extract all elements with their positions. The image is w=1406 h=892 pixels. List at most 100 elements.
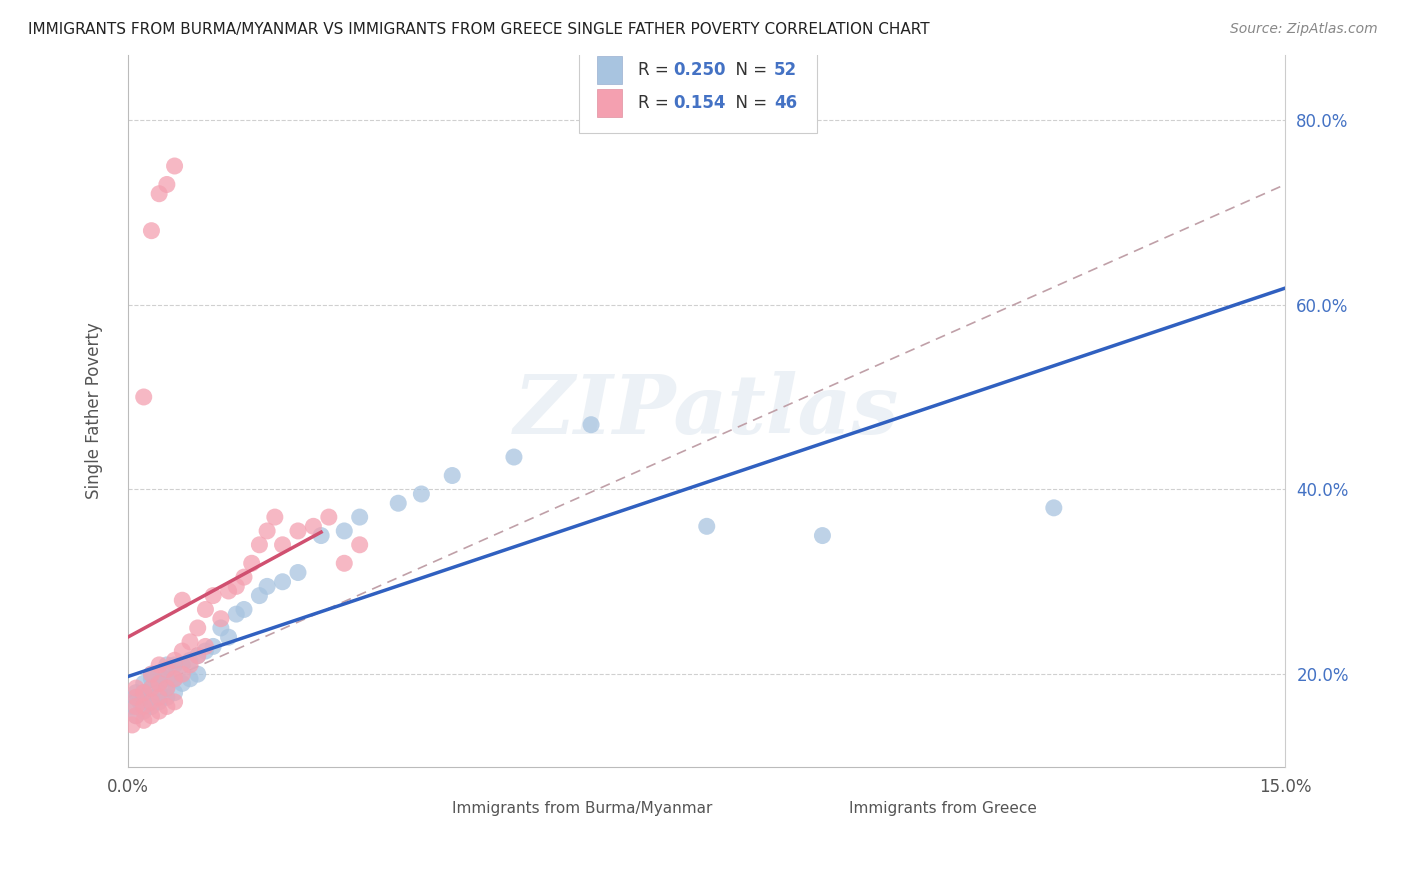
Point [156,178,179,192]
Point [128,695,150,709]
Point [148,186,170,201]
Point [179,657,201,672]
Point [233,570,256,584]
Point [163,685,186,699]
Point [194,644,217,658]
Point [202,640,225,654]
Point [156,657,179,672]
Point [148,657,170,672]
Point [141,695,163,709]
Point [187,667,209,681]
Point [132,699,155,714]
Point [179,653,201,667]
Point [194,602,217,616]
Point [225,607,247,621]
Point [132,390,155,404]
Point [148,676,170,690]
Point [271,574,294,589]
Point [811,528,834,542]
Point [218,630,240,644]
Text: 0.250: 0.250 [673,61,725,79]
Point [387,496,409,510]
Text: Immigrants from Burma/Myanmar: Immigrants from Burma/Myanmar [453,801,713,816]
Point [148,690,170,705]
Point [141,681,163,695]
Text: 46: 46 [773,94,797,112]
Point [503,450,526,464]
Point [156,690,179,705]
Point [132,690,155,705]
Text: 52: 52 [773,61,797,79]
Point [141,708,163,723]
Point [163,159,186,173]
Point [163,672,186,686]
Point [141,667,163,681]
Text: N =: N = [725,61,773,79]
Text: Immigrants from Greece: Immigrants from Greece [849,801,1038,816]
FancyBboxPatch shape [579,45,817,134]
Point [156,681,179,695]
FancyBboxPatch shape [423,797,444,819]
Point [287,524,309,538]
Point [132,685,155,699]
Point [148,685,170,699]
Point [271,538,294,552]
Point [132,704,155,718]
Point [194,640,217,654]
Point [125,708,148,723]
FancyBboxPatch shape [598,56,623,85]
Point [125,699,148,714]
Text: ZIPatlas: ZIPatlas [515,371,900,450]
Point [163,672,186,686]
Point [141,667,163,681]
Point [218,584,240,599]
Point [202,589,225,603]
Point [1043,500,1066,515]
FancyBboxPatch shape [598,88,623,117]
Point [333,524,356,538]
Point [125,690,148,705]
Point [187,648,209,663]
Point [179,672,201,686]
Point [179,635,201,649]
Point [141,672,163,686]
Point [302,519,325,533]
Point [187,621,209,635]
Point [172,593,194,607]
Point [148,704,170,718]
Point [132,714,155,728]
Point [156,699,179,714]
Point [411,487,433,501]
Point [172,667,194,681]
Point [172,644,194,658]
Point [309,528,332,542]
Point [333,556,356,570]
Point [579,417,602,432]
Point [287,566,309,580]
Point [233,602,256,616]
Point [125,690,148,705]
Point [263,510,285,524]
Point [156,663,179,677]
Point [172,676,194,690]
Point [249,589,271,603]
Point [225,579,247,593]
Point [696,519,718,533]
Point [209,621,232,635]
Point [256,524,278,538]
Point [209,612,232,626]
Point [141,690,163,705]
Y-axis label: Single Father Poverty: Single Father Poverty [86,323,103,500]
Point [318,510,340,524]
Point [141,699,163,714]
Point [163,653,186,667]
Point [240,556,263,570]
Point [125,685,148,699]
Point [132,685,155,699]
Text: N =: N = [725,94,773,112]
Text: Source: ZipAtlas.com: Source: ZipAtlas.com [1230,22,1378,37]
Point [187,648,209,663]
Text: R =: R = [638,94,675,112]
Point [121,699,143,714]
Point [141,681,163,695]
